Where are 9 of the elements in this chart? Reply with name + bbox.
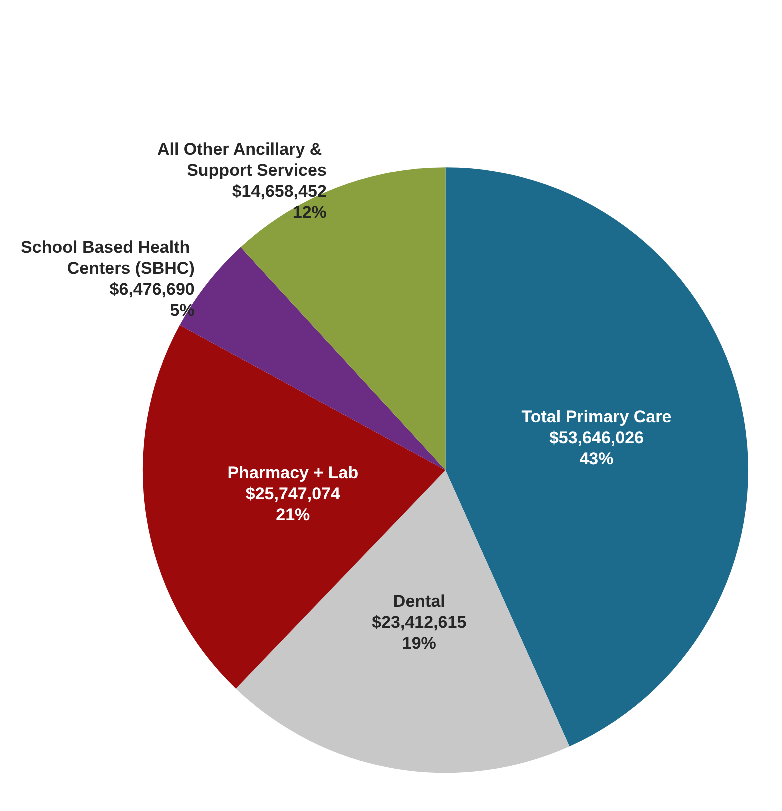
slice-label: School Based Health Centers (SBHC) — [21, 238, 195, 278]
slice-label: Dental — [393, 592, 446, 612]
slice-label: All Other Ancillary & Support Services — [157, 140, 327, 180]
data-label: $23,412,615 19% — [372, 613, 467, 654]
data-label: $53,646,026 43% — [549, 428, 644, 469]
data-label: $14,658,452 12% — [232, 182, 327, 222]
data-label: $25,747,074 21% — [246, 484, 341, 524]
slice-label: Total Primary Care — [522, 408, 672, 427]
slice-label: Pharmacy + Lab — [228, 463, 359, 482]
